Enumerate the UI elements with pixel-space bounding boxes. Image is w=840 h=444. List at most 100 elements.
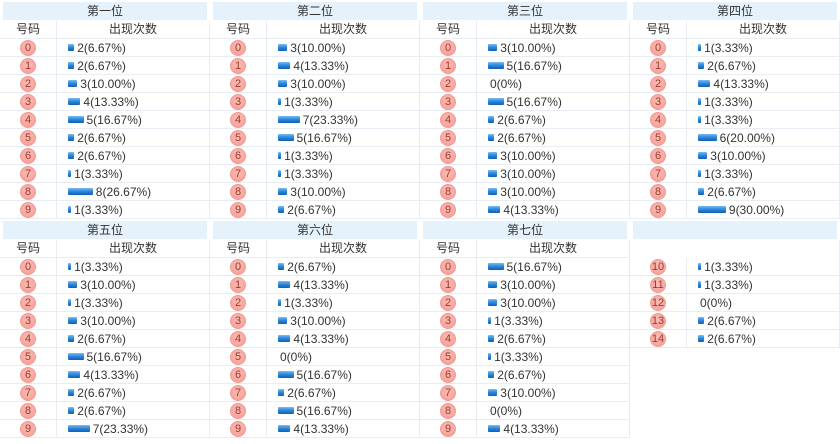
frequency-value: 5(16.67%) xyxy=(296,403,352,418)
frequency-value: 1(3.33%) xyxy=(704,40,753,55)
number-badge: 4 xyxy=(20,111,36,128)
number-cell: 7 xyxy=(210,165,267,182)
frequency-table: 号码 出现次数 0 1(3.33%) 1 3(10.00%) 2 1(3.33%… xyxy=(0,240,210,438)
frequency-value: 1(3.33%) xyxy=(704,259,753,274)
count-cell: 1(3.33%) xyxy=(57,165,209,182)
number-badge: 7 xyxy=(440,384,456,401)
number-cell: 8 xyxy=(420,183,477,200)
count-cell: 3(10.00%) xyxy=(477,183,629,200)
count-cell: 3(10.00%) xyxy=(57,75,209,92)
count-cell: 2(6.67%) xyxy=(477,366,629,383)
number-cell: 1 xyxy=(210,276,267,293)
number-cell: 4 xyxy=(420,330,477,347)
count-cell: 3(10.00%) xyxy=(477,147,629,164)
number-badge: 0 xyxy=(230,258,246,275)
frequency-row: 3 3(10.00%) xyxy=(0,312,209,330)
number-cell: 6 xyxy=(420,366,477,383)
count-cell: 0(0%) xyxy=(687,294,839,311)
panel-title-band: 第七位 xyxy=(423,221,627,239)
number-badge: 4 xyxy=(230,111,246,128)
number-badge: 6 xyxy=(440,366,456,383)
number-cell: 9 xyxy=(210,201,267,218)
number-badge: 7 xyxy=(440,165,456,182)
frequency-row: 5 2(6.67%) xyxy=(0,129,209,147)
frequency-row: 9 4(13.33%) xyxy=(420,201,629,219)
number-badge: 1 xyxy=(440,57,456,74)
number-cell: 4 xyxy=(630,111,687,128)
frequency-row: 3 3(10.00%) xyxy=(210,312,419,330)
number-badge: 8 xyxy=(650,183,666,200)
count-cell: 3(10.00%) xyxy=(267,75,419,92)
number-cell: 1 xyxy=(630,57,687,74)
number-badge: 12 xyxy=(650,294,666,311)
frequency-bar xyxy=(698,170,702,177)
frequency-bar xyxy=(68,263,72,270)
number-cell: 6 xyxy=(420,147,477,164)
frequency-row: 2 0(0%) xyxy=(420,75,629,93)
frequency-value: 5(16.67%) xyxy=(86,112,142,127)
frequency-row: 9 1(3.33%) xyxy=(0,201,209,219)
number-cell: 9 xyxy=(0,201,57,218)
frequency-value: 3(10.00%) xyxy=(80,76,136,91)
number-badge: 9 xyxy=(440,420,456,437)
count-column-header: 出现次数 xyxy=(528,241,577,255)
count-cell: 2(6.67%) xyxy=(57,402,209,419)
frequency-row: 8 2(6.67%) xyxy=(630,183,839,201)
number-cell: 3 xyxy=(0,93,57,110)
frequency-bar xyxy=(68,116,84,123)
table-header-row: 号码 出现次数 xyxy=(0,21,209,39)
frequency-value: 3(10.00%) xyxy=(290,184,346,199)
number-badge: 7 xyxy=(230,384,246,401)
frequency-table: 号码 出现次数 10 1(3.33%) 11 1(3.33%) 12 0(0%) xyxy=(630,240,840,348)
number-badge: 3 xyxy=(230,312,246,329)
table-body: 0 5(16.67%) 1 3(10.00%) 2 3(10.00%) 3 1 xyxy=(420,258,629,438)
table-body: 0 1(3.33%) 1 2(6.67%) 2 4(13.33%) 3 1(3 xyxy=(630,39,839,219)
frequency-row: 2 3(10.00%) xyxy=(420,294,629,312)
frequency-bar xyxy=(278,152,282,159)
number-cell: 4 xyxy=(210,111,267,128)
count-cell: 0(0%) xyxy=(477,402,629,419)
frequency-bar xyxy=(488,116,495,123)
number-badge: 8 xyxy=(20,402,36,419)
position-panel-3: 第三位 号码 出现次数 0 3(10.00%) 1 5(16.67%) 2 xyxy=(420,0,630,219)
frequency-row: 4 2(6.67%) xyxy=(420,330,629,348)
frequency-value: 3(10.00%) xyxy=(290,40,346,55)
frequency-bar xyxy=(698,116,702,123)
frequency-bar xyxy=(278,299,282,306)
frequency-value: 4(13.33%) xyxy=(293,277,349,292)
frequency-table: 号码 出现次数 0 2(6.67%) 1 2(6.67%) 2 3(10.00%… xyxy=(0,21,210,219)
number-badge: 5 xyxy=(440,129,456,146)
number-badge: 1 xyxy=(20,57,36,74)
panel-title-band: 第一位 xyxy=(3,2,207,20)
frequency-bar xyxy=(698,62,705,69)
panel-title-band xyxy=(633,221,837,239)
frequency-bar xyxy=(68,407,75,414)
panel-title: 第二位 xyxy=(296,4,333,18)
number-cell: 8 xyxy=(210,183,267,200)
count-cell: 1(3.33%) xyxy=(477,312,629,329)
frequency-bar xyxy=(278,317,288,324)
number-cell: 0 xyxy=(0,39,57,56)
count-cell: 1(3.33%) xyxy=(57,201,209,218)
frequency-bar xyxy=(488,335,495,342)
frequency-value: 3(10.00%) xyxy=(500,385,556,400)
count-column-header: 出现次数 xyxy=(318,22,367,36)
count-cell: 1(3.33%) xyxy=(687,39,839,56)
frequency-bar xyxy=(68,152,75,159)
count-cell: 5(16.67%) xyxy=(477,57,629,74)
count-cell: 3(10.00%) xyxy=(57,276,209,293)
number-cell: 2 xyxy=(210,75,267,92)
number-cell: 6 xyxy=(210,366,267,383)
count-cell: 1(3.33%) xyxy=(57,258,209,275)
position-panel-7: 第七位 号码 出现次数 0 5(16.67%) 1 3(10.00%) 2 xyxy=(420,219,630,438)
frequency-value: 1(3.33%) xyxy=(74,259,123,274)
frequency-value: 0(0%) xyxy=(280,349,313,364)
count-cell: 2(6.67%) xyxy=(57,39,209,56)
count-cell: 5(16.67%) xyxy=(267,402,419,419)
frequency-row: 6 1(3.33%) xyxy=(210,147,419,165)
frequency-value: 2(6.67%) xyxy=(77,58,126,73)
frequency-bar xyxy=(68,188,93,195)
number-cell: 0 xyxy=(420,39,477,56)
frequency-row: 2 1(3.33%) xyxy=(0,294,209,312)
position-panel-6: 第六位 号码 出现次数 0 2(6.67%) 1 4(13.33%) 2 xyxy=(210,219,420,438)
